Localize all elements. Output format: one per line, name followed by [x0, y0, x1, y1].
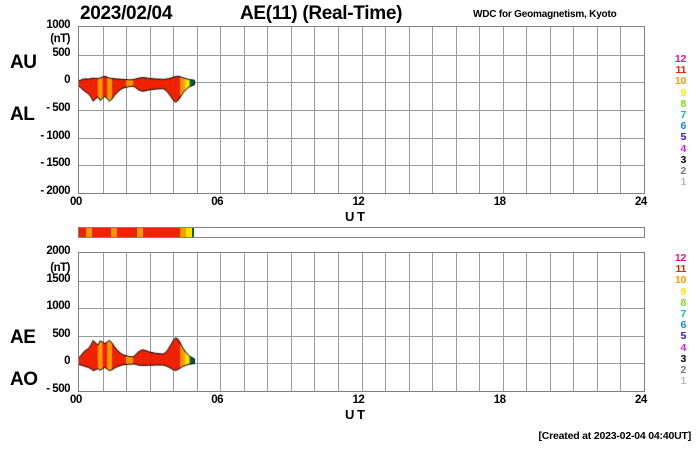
legend-entry-7: 7 — [680, 109, 686, 122]
y-tick-label: 0 — [64, 355, 70, 368]
axis-label-au: AU — [10, 52, 37, 73]
availability-segment — [180, 228, 187, 237]
availability-segment — [110, 228, 117, 237]
y-tick-label: - 1000 — [40, 129, 70, 142]
header-date: 2023/02/04 — [80, 3, 173, 24]
y-tick-label: - 500 — [46, 383, 70, 395]
header-credit: WDC for Geomagnetism, Kyoto — [473, 9, 617, 20]
legend-entry-12: 12 — [674, 252, 686, 264]
data-trace-au-al — [79, 27, 644, 193]
y-tick-label: - 500 — [46, 102, 70, 114]
availability-segment — [79, 228, 87, 237]
legend-entry-2: 2 — [680, 165, 686, 178]
page-title: AE(11) (Real-Time) — [240, 3, 403, 24]
x-tick-label: 12 — [352, 394, 365, 406]
station-legend-top: 12 11 10 9 8 7 6 5 4 3 2 1 — [660, 53, 687, 189]
legend-entry-12: 12 — [674, 53, 686, 65]
x-tick-label: 18 — [493, 196, 506, 208]
legend-entry-3: 3 — [680, 153, 686, 166]
y-unit-bottom: (nT) — [50, 262, 70, 274]
availability-segment — [91, 228, 111, 237]
y-tick-label: 0 — [64, 74, 70, 87]
availability-segment — [116, 228, 137, 237]
legend-entry-9: 9 — [680, 86, 686, 99]
legend-entry-10: 10 — [674, 274, 686, 287]
y-tick-label: 1000 — [46, 300, 70, 313]
legend-entry-3: 3 — [680, 352, 686, 365]
legend-entry-9: 9 — [680, 285, 686, 298]
x-tick-label: 24 — [635, 394, 647, 406]
x-tick-label: 00 — [70, 394, 82, 406]
x-tick-label: 06 — [211, 394, 224, 406]
legend-entry-5: 5 — [680, 131, 686, 144]
y-tick-label: 1000 — [46, 19, 70, 31]
x-tick-label: 24 — [635, 196, 647, 208]
y-unit-top: (nT) — [50, 33, 70, 45]
y-tick-label: - 2000 — [40, 185, 70, 197]
legend-entry-8: 8 — [680, 97, 686, 110]
legend-entry-1: 1 — [680, 375, 686, 388]
trace-canvas — [79, 27, 644, 193]
legend-entry-7: 7 — [680, 308, 686, 321]
trace-canvas — [79, 253, 644, 391]
availability-segment — [136, 228, 143, 237]
legend-entry-10: 10 — [674, 75, 686, 88]
axis-label-ao: AO — [10, 369, 38, 390]
legend-entry-1: 1 — [680, 176, 686, 189]
y-tick-label: 500 — [52, 327, 70, 340]
x-tick-label: 18 — [493, 394, 506, 406]
station-legend-bottom: 12 11 10 9 8 7 6 5 4 3 2 1 — [660, 252, 687, 388]
x-axis-title-top: U T — [345, 209, 365, 224]
y-tick-label: 2000 — [46, 245, 70, 257]
axis-label-al: AL — [10, 104, 35, 125]
legend-entry-5: 5 — [680, 330, 686, 343]
data-trace-ae-ao — [79, 253, 644, 391]
y-tick-label: 1500 — [46, 272, 70, 285]
axis-label-ae: AE — [10, 327, 36, 348]
x-tick-label: 12 — [352, 196, 365, 208]
x-tick-label: 00 — [70, 196, 82, 208]
y-tick-label: 500 — [52, 46, 70, 59]
availability-segment — [186, 228, 193, 237]
station-availability-strip — [78, 227, 645, 238]
legend-entry-4: 4 — [680, 341, 686, 354]
legend-entry-11: 11 — [675, 263, 687, 276]
x-tick-label: 06 — [211, 196, 224, 208]
legend-entry-4: 4 — [680, 142, 686, 155]
y-tick-label: - 1500 — [40, 157, 70, 170]
legend-entry-6: 6 — [680, 120, 686, 133]
availability-segment — [142, 228, 181, 237]
creation-timestamp: [Created at 2023-02-04 04:40UT] — [538, 430, 691, 442]
legend-entry-11: 11 — [675, 64, 687, 77]
availability-segment — [192, 228, 195, 237]
x-axis-title-bottom: U T — [345, 407, 365, 422]
availability-segment — [86, 228, 92, 237]
legend-entry-6: 6 — [680, 319, 686, 332]
legend-entry-8: 8 — [680, 296, 686, 309]
legend-entry-2: 2 — [680, 364, 686, 377]
